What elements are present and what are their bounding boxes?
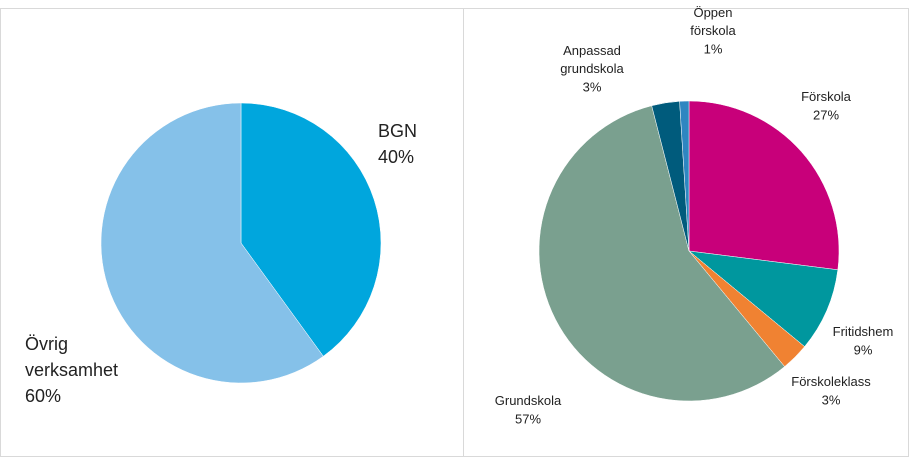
slice-value-label: 9% — [854, 342, 873, 357]
slice-label: Förskola — [801, 89, 852, 104]
slice-value-label: 40% — [378, 147, 414, 167]
slice-label: Öppen förskola — [690, 5, 736, 38]
slice-value-label: 1% — [704, 41, 723, 56]
slice-value-label: 57% — [515, 411, 541, 426]
pie-slice — [100, 102, 324, 384]
slice-value-label: 3% — [583, 79, 602, 94]
slice-label: Förskoleklass — [791, 374, 871, 389]
slice-value-label: 27% — [813, 107, 839, 122]
pie-slice — [688, 250, 839, 347]
pie-slice — [240, 102, 382, 357]
slice-label: Anpassad grundskola — [560, 43, 624, 76]
slice-label: BGN — [378, 121, 417, 141]
slice-value-label: 3% — [822, 392, 841, 407]
pie-slice — [538, 105, 785, 402]
pie-slice — [679, 100, 690, 252]
slice-label: Övrig verksamhet — [25, 334, 118, 380]
slice-value-label: 60% — [25, 386, 61, 406]
pie-slice — [688, 100, 840, 271]
slice-label: Fritidshem — [833, 324, 894, 339]
slice-label: Grundskola — [495, 393, 562, 408]
